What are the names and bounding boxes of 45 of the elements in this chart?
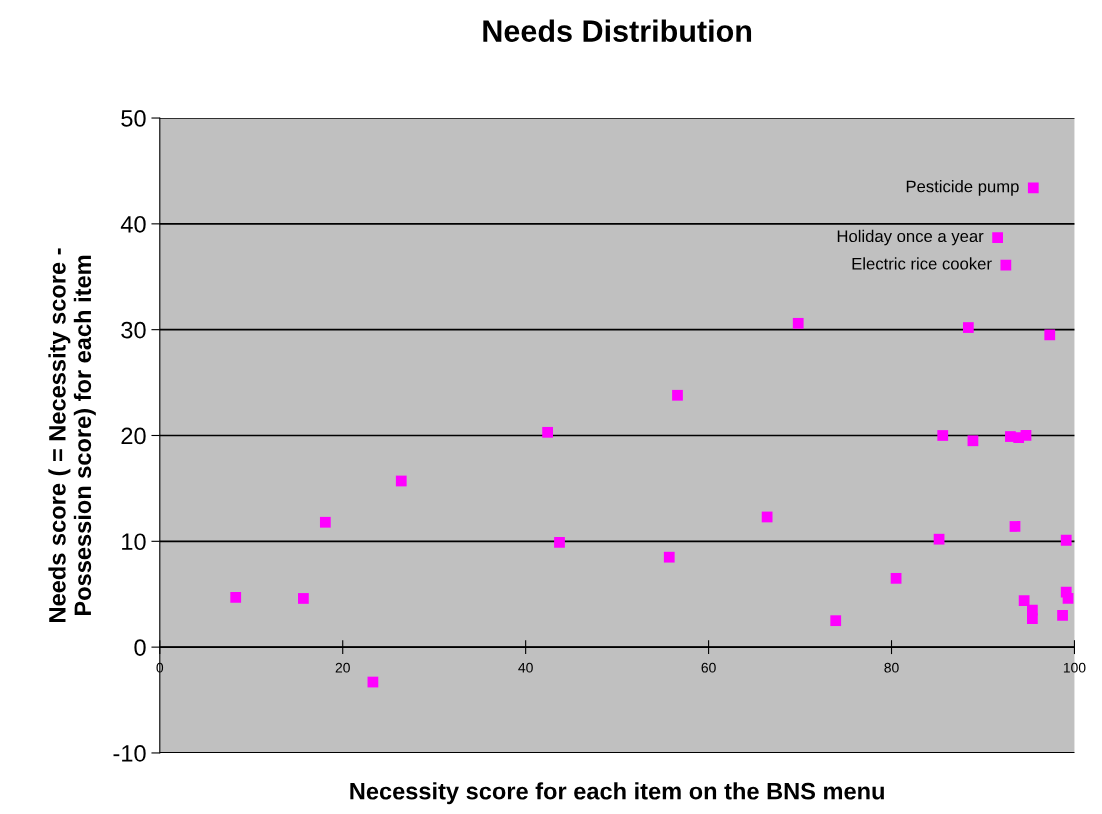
- point: [1057, 610, 1068, 621]
- point: [663, 551, 675, 563]
- point: [1020, 430, 1032, 441]
- point: [298, 593, 309, 604]
- y-tick-label: 50: [121, 110, 146, 127]
- chart-title: Needs Distribution: [483, 19, 752, 42]
- x-tick-label: 100: [1063, 662, 1086, 673]
- point: [967, 435, 979, 447]
- point: [792, 317, 804, 329]
- x-tick-label: 20: [335, 662, 350, 673]
- point: [1044, 329, 1056, 341]
- point: [1009, 521, 1021, 532]
- point: [761, 511, 773, 523]
- point: [962, 322, 974, 333]
- point: [230, 592, 242, 603]
- point: [1027, 613, 1038, 624]
- point: [542, 426, 553, 438]
- annotation: Pesticide pump: [906, 180, 1019, 196]
- y-axis-title: Needs score ( = Necessity score - Possession score) for each item: [48, 248, 96, 622]
- annotation: Holiday once a year: [837, 229, 984, 246]
- point: [395, 475, 407, 487]
- y-tick-label: -10: [113, 745, 146, 762]
- point: [830, 615, 842, 627]
- point: [1018, 595, 1030, 606]
- y-tick-label: 0: [134, 639, 146, 656]
- annotation: Electric rice cooker: [852, 257, 992, 270]
- point: [1000, 259, 1012, 271]
- point: [554, 536, 565, 548]
- point: [890, 572, 902, 584]
- point: [1062, 593, 1074, 604]
- point: [992, 232, 1003, 243]
- y-tick-label: 40: [120, 215, 146, 233]
- point: [672, 389, 683, 401]
- point: [933, 533, 945, 545]
- point: [1060, 534, 1072, 546]
- point: [319, 516, 331, 528]
- point: [1027, 182, 1039, 194]
- y-tick-label: 10: [122, 533, 146, 551]
- x-axis-title: Necessity score for each item on the BNS menu: [350, 782, 884, 805]
- y-tick-label: 20: [121, 427, 146, 445]
- point: [937, 430, 949, 441]
- x-tick-label: 40: [518, 662, 533, 673]
- y-tick-label: 30: [121, 321, 146, 339]
- x-tick-label: 80: [884, 662, 899, 673]
- x-tick-label: 60: [701, 662, 716, 673]
